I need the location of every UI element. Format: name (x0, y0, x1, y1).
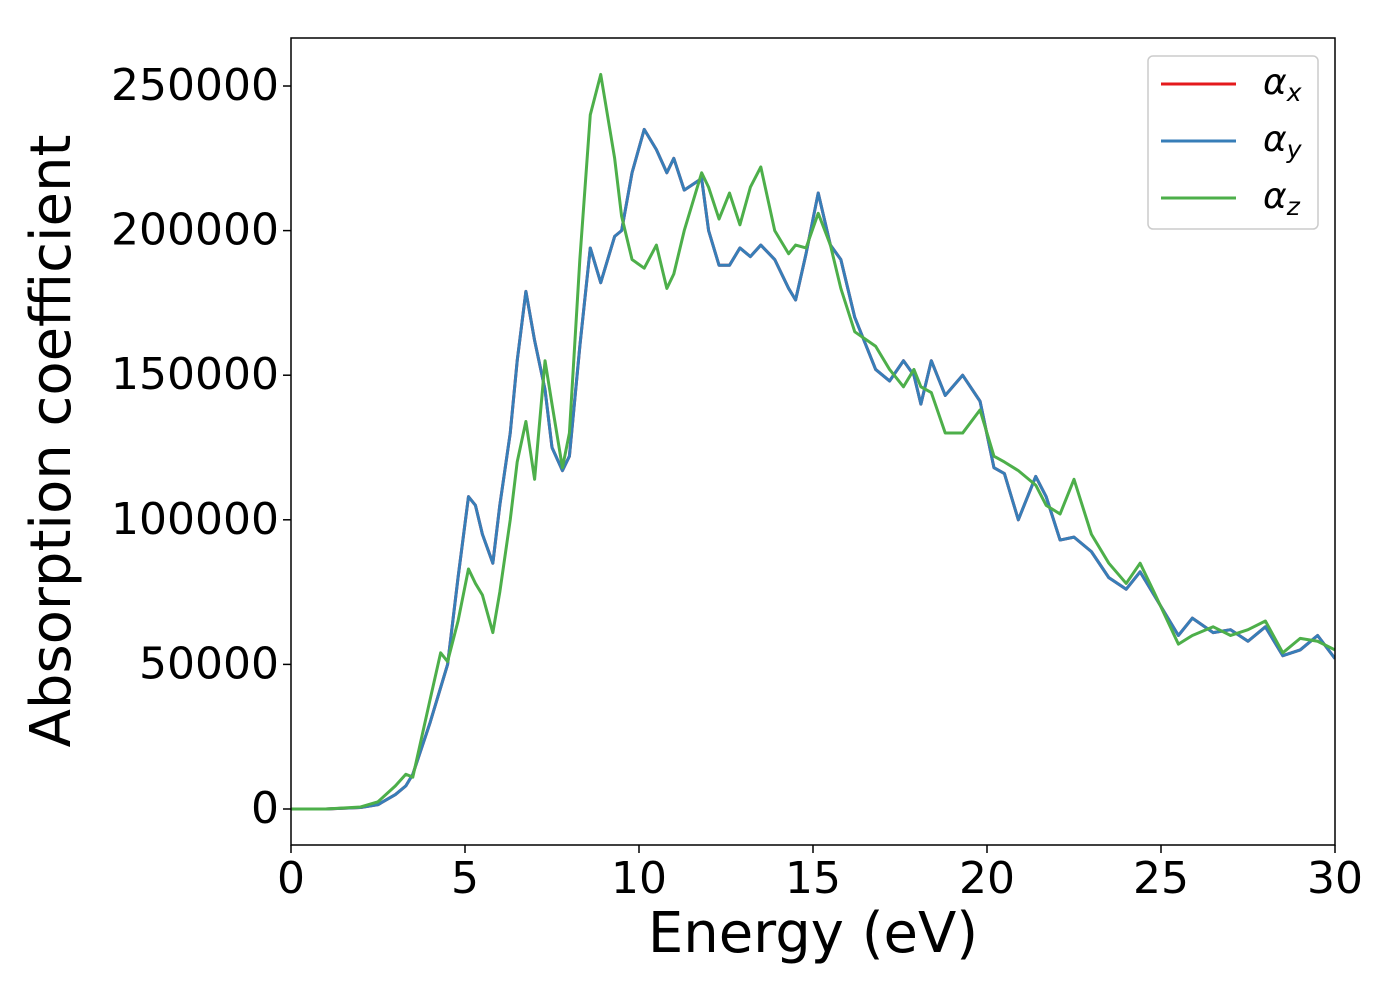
plot-frame (290, 37, 1336, 846)
x-tick-label: 25 (1133, 853, 1189, 904)
legend-label: αx (1263, 62, 1302, 107)
x-tick-label: 20 (959, 853, 1015, 904)
y-tick-label: 100000 (111, 494, 279, 545)
legend-label: αy (1263, 119, 1303, 164)
y-tick-label: 0 (251, 783, 279, 834)
y-tick-label: 250000 (111, 60, 279, 111)
y-tick-label: 200000 (111, 205, 279, 256)
x-tick-label: 10 (611, 853, 667, 904)
legend-label: αz (1263, 176, 1301, 221)
x-tick-label: 30 (1307, 853, 1363, 904)
y-tick-label: 50000 (139, 638, 279, 689)
y-axis-label: Absorption coefficient (19, 135, 84, 748)
x-tick-label: 0 (277, 853, 305, 904)
x-tick-label: 5 (451, 853, 479, 904)
data-line (291, 127, 1335, 811)
y-tick-label: 150000 (111, 349, 279, 400)
x-tick-label: 15 (785, 853, 841, 904)
x-axis-label: Energy (eV) (648, 901, 978, 966)
data-line (291, 72, 1335, 811)
